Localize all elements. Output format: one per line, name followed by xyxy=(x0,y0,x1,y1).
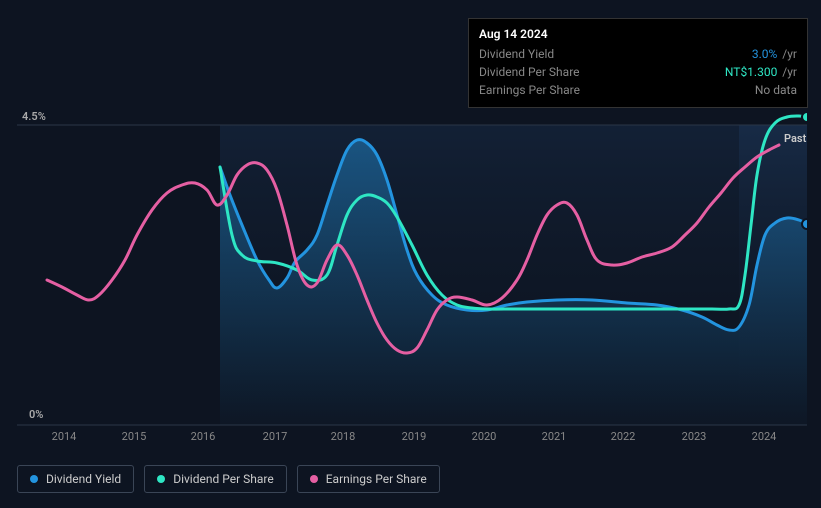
tooltip-box: Aug 14 2024 Dividend Yield3.0% /yrDivide… xyxy=(468,18,808,108)
chart-svg xyxy=(17,105,807,450)
x-axis-tick: 2024 xyxy=(752,430,777,443)
x-axis-tick: 2022 xyxy=(611,430,636,443)
dividend-per-share-end-dot xyxy=(802,112,807,122)
tooltip-value: NT$1.300 xyxy=(725,65,777,79)
tooltip-row: Dividend Yield 3.0% /yr xyxy=(479,45,797,63)
y-axis-max-label: 4.5% xyxy=(22,110,46,123)
x-axis-tick: 2019 xyxy=(402,430,427,443)
tooltip-label: Earnings Per Share xyxy=(479,83,580,97)
x-axis-tick: 2015 xyxy=(122,430,147,443)
tooltip-value-wrap: NT$1.300 /yr xyxy=(725,65,797,79)
legend-label: Dividend Yield xyxy=(46,472,121,486)
legend-label: Dividend Per Share xyxy=(173,472,274,486)
legend-dot xyxy=(30,475,38,483)
legend-item[interactable]: Dividend Yield xyxy=(17,465,134,493)
tooltip-value: 3.0% xyxy=(752,47,777,61)
tooltip-row: Dividend Per Share NT$1.300 /yr xyxy=(479,63,797,81)
x-axis-tick: 2021 xyxy=(542,430,567,443)
legend-dot xyxy=(157,475,165,483)
legend-label: Earnings Per Share xyxy=(326,472,427,486)
past-label: Past xyxy=(784,132,806,145)
legend-item[interactable]: Earnings Per Share xyxy=(297,465,440,493)
tooltip-value-wrap: 3.0% /yr xyxy=(752,47,797,61)
tooltip-value-wrap: No data xyxy=(755,83,797,97)
y-axis-min-label: 0% xyxy=(29,408,43,421)
x-axis-tick: 2017 xyxy=(263,430,288,443)
x-axis-tick: 2016 xyxy=(191,430,216,443)
x-axis-tick: 2020 xyxy=(472,430,497,443)
legend-item[interactable]: Dividend Per Share xyxy=(144,465,287,493)
tooltip-row: Earnings Per Share No data xyxy=(479,81,797,99)
x-axis-tick: 2023 xyxy=(682,430,707,443)
tooltip-date: Aug 14 2024 xyxy=(479,27,797,41)
legend-dot xyxy=(310,475,318,483)
tooltip-label: Dividend Yield xyxy=(479,47,554,61)
tooltip-label: Dividend Per Share xyxy=(479,65,580,79)
tooltip-unit: /yr xyxy=(779,47,797,61)
x-axis-tick: 2014 xyxy=(52,430,77,443)
x-axis: 2014 2015 2016 2017 2018 2019 2020 2021 2022 2023… xyxy=(17,430,807,450)
dividend-yield-end-dot xyxy=(802,219,807,229)
chart-area: 4.5% 0% Past xyxy=(17,105,807,450)
x-axis-tick: 2018 xyxy=(331,430,356,443)
legend: Dividend Yield Dividend Per Share Earnings… xyxy=(17,465,440,493)
tooltip-unit: /yr xyxy=(779,65,797,79)
tooltip-value: No data xyxy=(755,83,797,97)
